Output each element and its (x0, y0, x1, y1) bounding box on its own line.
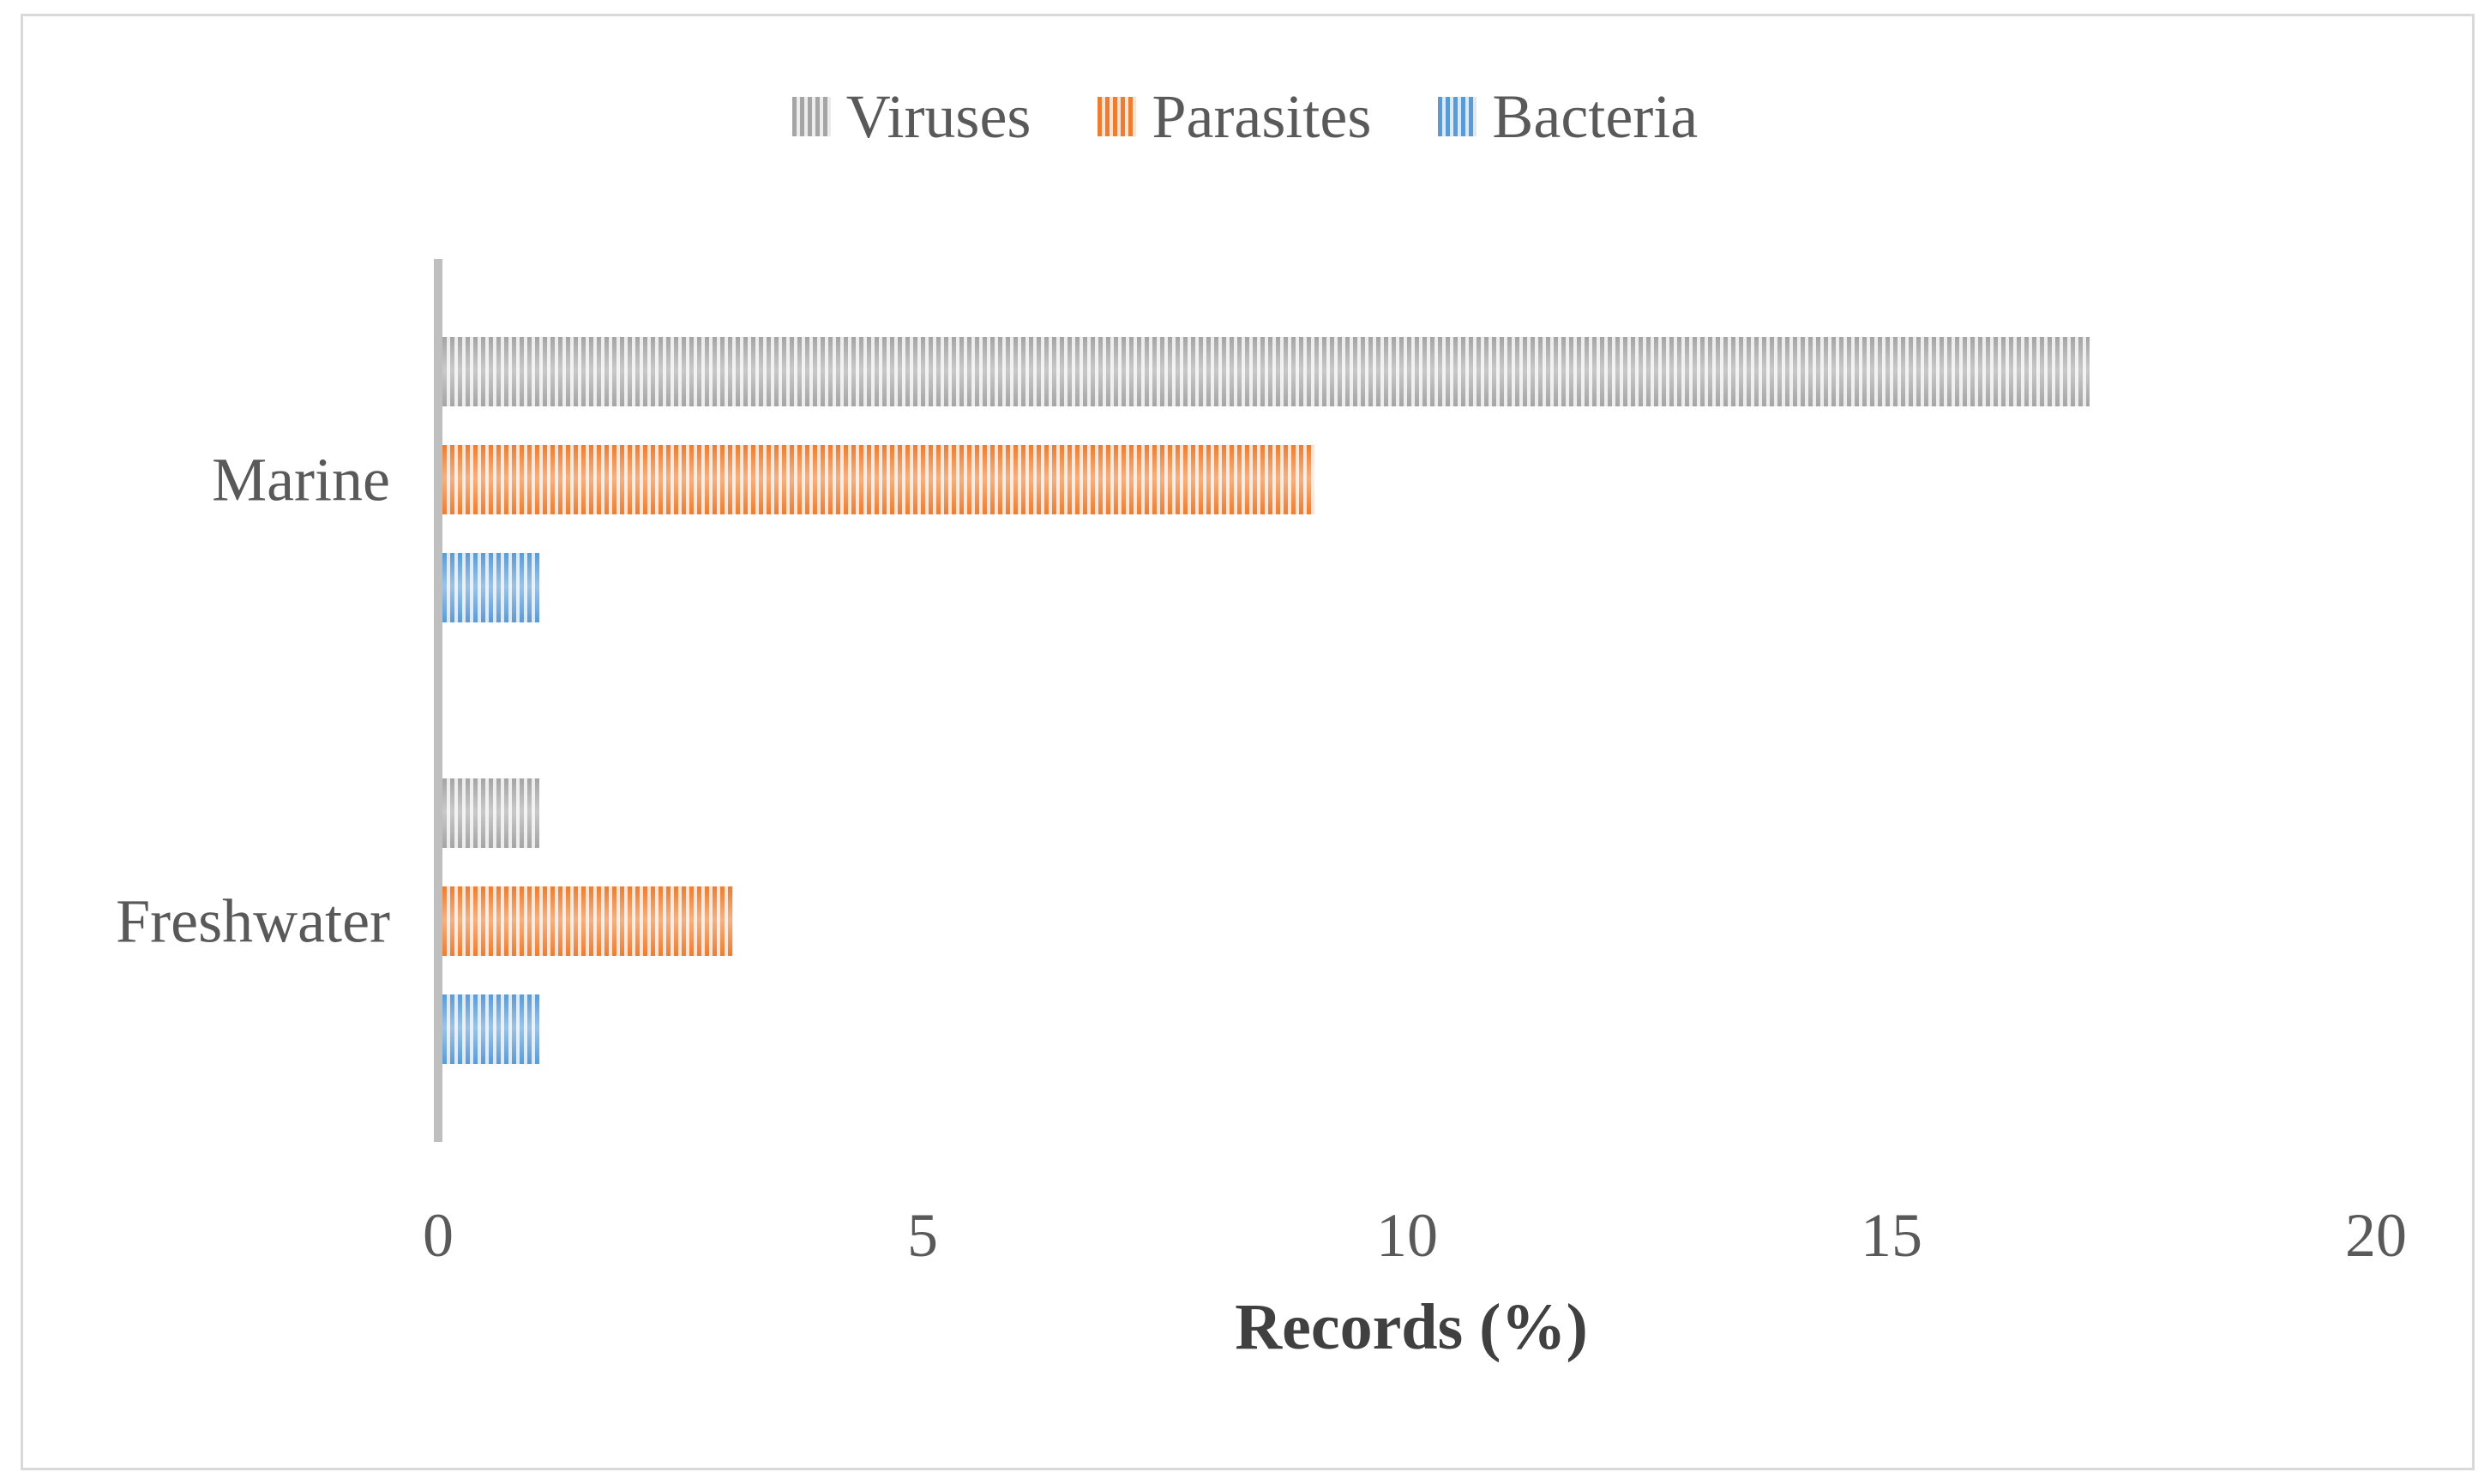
plot-area (434, 259, 2380, 1142)
legend: Viruses Parasites Bacteria (0, 86, 2490, 147)
x-axis-ticks: 0 5 10 15 20 (423, 1201, 2407, 1283)
y-axis-labels: Marine Freshwater (0, 259, 390, 1142)
legend-item-bacteria: Bacteria (1438, 86, 1698, 147)
legend-swatch-parasites (1098, 97, 1137, 136)
bar-freshwater-parasites (442, 886, 733, 956)
legend-item-viruses: Viruses (791, 82, 1031, 151)
x-tick-10: 10 (1376, 1201, 1438, 1270)
category-label-marine: Marine (212, 445, 390, 514)
bar-marine-viruses (442, 337, 2090, 406)
legend-label-bacteria: Bacteria (1492, 82, 1699, 151)
x-tick-15: 15 (1861, 1201, 1922, 1270)
bar-marine-bacteria (442, 553, 539, 622)
x-tick-20: 20 (2345, 1201, 2407, 1270)
category-label-freshwater: Freshwater (116, 886, 390, 955)
legend-item-parasites: Parasites (1098, 86, 1371, 147)
legend-swatch-bacteria (1438, 97, 1477, 136)
y-axis-line (434, 259, 442, 1142)
bar-marine-parasites (442, 445, 1314, 514)
legend-label-viruses: Viruses (845, 82, 1031, 151)
legend-swatch-viruses (791, 97, 831, 136)
legend-label-parasites: Parasites (1152, 82, 1372, 151)
x-axis-title: Records (%) (1235, 1291, 1588, 1363)
bar-freshwater-bacteria (442, 994, 539, 1064)
bar-freshwater-viruses (442, 778, 539, 848)
x-tick-5: 5 (907, 1201, 938, 1270)
x-tick-0: 0 (423, 1201, 454, 1270)
